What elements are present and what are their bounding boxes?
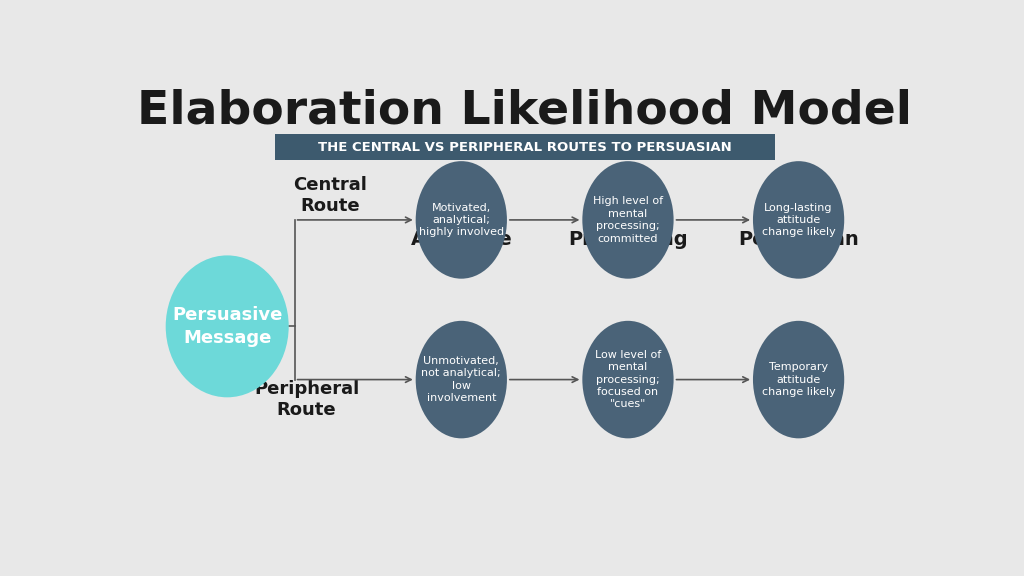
Ellipse shape [166, 255, 289, 397]
Text: Elaboration Likelihood Model: Elaboration Likelihood Model [137, 89, 912, 134]
Text: Long-lasting
attitude
change likely: Long-lasting attitude change likely [762, 203, 836, 237]
Ellipse shape [583, 321, 674, 438]
Ellipse shape [753, 321, 844, 438]
Text: Unmotivated,
not analytical;
low
involvement: Unmotivated, not analytical; low involve… [422, 356, 501, 403]
Text: Peripheral
Route: Peripheral Route [254, 380, 359, 419]
Text: Processing: Processing [568, 230, 688, 249]
Text: Audience: Audience [411, 230, 512, 249]
FancyBboxPatch shape [274, 134, 775, 160]
Ellipse shape [753, 161, 844, 279]
Text: THE CENTRAL VS PERIPHERAL ROUTES TO PERSUASIAN: THE CENTRAL VS PERIPHERAL ROUTES TO PERS… [317, 141, 732, 154]
Text: Central
Route: Central Route [294, 176, 368, 215]
Text: Persuasian: Persuasian [738, 230, 859, 249]
Text: Temporary
attitude
change likely: Temporary attitude change likely [762, 362, 836, 397]
Text: Motivated,
analytical;
highly involved: Motivated, analytical; highly involved [419, 203, 504, 237]
Text: Persuasive
Message: Persuasive Message [172, 305, 283, 347]
Ellipse shape [416, 161, 507, 279]
Text: High level of
mental
processing;
committed: High level of mental processing; committ… [593, 196, 663, 244]
Text: Low level of
mental
processing;
focused on
"cues": Low level of mental processing; focused … [595, 350, 662, 410]
Ellipse shape [416, 321, 507, 438]
Ellipse shape [583, 161, 674, 279]
